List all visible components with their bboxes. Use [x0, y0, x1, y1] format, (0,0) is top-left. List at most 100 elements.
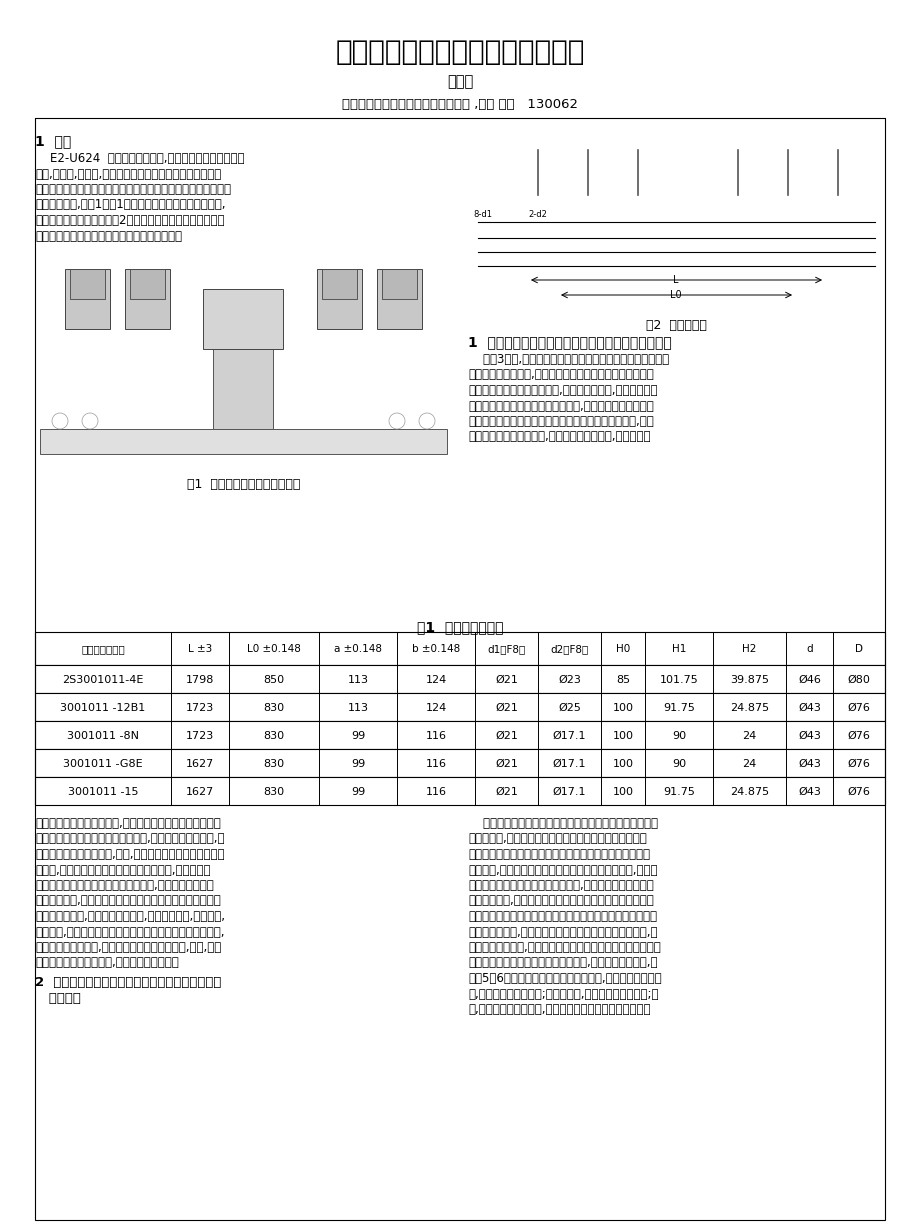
Text: 市场,上能力,上水平,上质量的关键设备。该设备用于加工五: 市场,上能力,上水平,上质量的关键设备。该设备用于加工五 — [35, 168, 221, 180]
Text: Ø23: Ø23 — [558, 676, 580, 685]
Text: 90: 90 — [671, 731, 686, 741]
Text: Ø43: Ø43 — [797, 731, 820, 741]
Bar — [35, 749, 884, 777]
Bar — [35, 721, 884, 749]
Bar — [381, 268, 416, 299]
Bar — [40, 429, 447, 454]
Text: H1: H1 — [671, 645, 686, 655]
Text: 座侧面之间加装调整垫的方法。首先,找正左右滑座导轨面,使: 座侧面之间加装调整垫的方法。首先,找正左右滑座导轨面,使 — [35, 832, 224, 846]
Text: H0: H0 — [615, 645, 630, 655]
Text: 构。分析结构图发现,对中装置齿条轴左右支架结合面与滑座: 构。分析结构图发现,对中装置齿条轴左右支架结合面与滑座 — [468, 369, 653, 381]
Text: 图1  前轴三面立式钻铰组合机床: 图1 前轴三面立式钻铰组合机床 — [187, 478, 300, 490]
Bar — [65, 268, 110, 329]
Text: 1627: 1627 — [186, 787, 214, 797]
Text: 镗削头主轴轴线对样件孔轴线的同轴度是该机床的重要精: 镗削头主轴轴线对样件孔轴线的同轴度是该机床的重要精 — [468, 817, 657, 830]
Text: b ±0.148: b ±0.148 — [412, 645, 460, 655]
Text: Ø21: Ø21 — [494, 676, 517, 685]
Text: 91.75: 91.75 — [663, 702, 694, 714]
Bar — [35, 249, 451, 463]
Text: 1723: 1723 — [186, 731, 214, 741]
Text: Ø76: Ø76 — [846, 731, 869, 741]
Text: Ø43: Ø43 — [797, 702, 820, 714]
Text: 图2  加工示意图: 图2 加工示意图 — [645, 319, 706, 332]
Text: 调整垫仅需一件即可,右支架到结合面的尺寸较小,因此,调整: 调整垫仅需一件即可,右支架到结合面的尺寸较小,因此,调整 — [35, 942, 221, 954]
Text: 90: 90 — [671, 759, 686, 769]
Bar — [35, 664, 884, 693]
Bar — [35, 693, 884, 721]
Text: d: d — [805, 645, 811, 655]
Text: Ø17.1: Ø17.1 — [552, 731, 585, 741]
Text: 100: 100 — [612, 702, 633, 714]
Text: 830: 830 — [263, 702, 284, 714]
Text: 24.875: 24.875 — [729, 787, 768, 797]
Text: 固,部件就有倾斜的趋向;如果紧固了,整个部件就无法移动;第: 固,部件就有倾斜的趋向;如果紧固了,整个部件就无法移动;第 — [468, 987, 658, 1000]
Text: 保证左右支架齿条安装在滑座侧面后,支架齿条轴孔之间的同: 保证左右支架齿条安装在滑座侧面后,支架齿条轴孔之间的同 — [468, 400, 653, 412]
Text: 法的改进: 法的改进 — [35, 992, 81, 1005]
Text: 使齿条和齿轮运转不灵活,降低零件的使用寿命,重则无法装: 使齿条和齿轮运转不灵活,降低零件的使用寿命,重则无法装 — [468, 430, 650, 444]
Text: 机床采用带内冷却的硬质合金可转位浅钻对前轴拳部主销孔: 机床采用带内冷却的硬质合金可转位浅钻对前轴拳部主销孔 — [468, 848, 650, 861]
Text: 的方法进行调整,这种方法在实际操作中却很难实现。第一,这: 的方法进行调整,这种方法在实际操作中却很难实现。第一,这 — [468, 926, 657, 938]
Bar — [70, 268, 105, 299]
Bar — [35, 118, 884, 1220]
Text: a ±0.148: a ±0.148 — [334, 645, 381, 655]
Text: 3001011 -12B1: 3001011 -12B1 — [61, 702, 145, 714]
Text: L0 ±0.148: L0 ±0.148 — [247, 645, 301, 655]
Text: 124: 124 — [425, 702, 446, 714]
Text: 124: 124 — [425, 676, 446, 685]
Bar — [203, 289, 283, 349]
Text: 1798: 1798 — [186, 676, 214, 685]
Text: 加工品种和加工示意图如图2。下面仅就在装配调试这台机床: 加工品种和加工示意图如图2。下面仅就在装配调试这台机床 — [35, 215, 224, 227]
Text: 100: 100 — [612, 759, 633, 769]
Bar — [130, 268, 165, 299]
Text: D: D — [854, 645, 862, 655]
Text: Ø76: Ø76 — [846, 787, 869, 797]
Text: d1（F8）: d1（F8） — [487, 645, 525, 655]
Text: 85: 85 — [615, 676, 630, 685]
Text: 的滑较以及滑较上面的镗削头、减速器,一个大功率的电机,重: 的滑较以及滑较上面的镗削头、减速器,一个大功率的电机,重 — [468, 956, 657, 970]
Text: 的调整垫在高度较低的支架与滑座之间,精测左右支架齿条: 的调整垫在高度较低的支架与滑座之间,精测左右支架齿条 — [35, 879, 213, 893]
Text: 3001011 -15: 3001011 -15 — [68, 787, 138, 797]
Text: 进行加工,而且由于为后面的精加工工序所留余量很小,为了保: 进行加工,而且由于为后面的精加工工序所留余量很小,为了保 — [468, 863, 657, 877]
Text: 99: 99 — [350, 759, 365, 769]
Text: 中与齿轮啮合后,用手转动灵活自如,没有别劲现象,紧固螺钉,: 中与齿轮啮合后,用手转动灵活自如,没有别劲现象,紧固螺钉, — [35, 910, 225, 923]
Bar — [317, 268, 361, 329]
Text: 打定位销,对中装置调整工作即告完成。根据现场的实际情况,: 打定位销,对中装置调整工作即告完成。根据现场的实际情况, — [35, 926, 224, 938]
Text: 如图3所示,对中装置为油缸、齿轮、齿条、齿轮、齿条的结: 如图3所示,对中装置为油缸、齿轮、齿条、齿轮、齿条的结 — [468, 353, 668, 367]
Text: 1627: 1627 — [186, 759, 214, 769]
Text: 91.75: 91.75 — [663, 787, 694, 797]
Text: 3001011 -G8E: 3001011 -G8E — [63, 759, 142, 769]
Text: Ø21: Ø21 — [494, 702, 517, 714]
Text: 量达5～6吨。由于斜立柱部件的重心偏前,固定用的螺栓不紧: 量达5～6吨。由于斜立柱部件的重心偏前,固定用的螺栓不紧 — [468, 972, 661, 984]
Text: 2-d2: 2-d2 — [528, 210, 546, 219]
Text: 轴度。左右支架之间支承孔不同轴将会产生齿条轴别劲,轻则: 轴度。左右支架之间支承孔不同轴将会产生齿条轴别劲,轻则 — [468, 414, 653, 428]
Text: 轴孔的等高度,用精磨垫片的方法保证等高。当齿条轴在支座: 轴孔的等高度,用精磨垫片的方法保证等高。当齿条轴在支座 — [35, 895, 221, 907]
Bar — [125, 268, 170, 329]
Text: 116: 116 — [425, 731, 446, 741]
Text: E2-U624  汽车前轴钻铰机床,是集团公司为了争取卡车: E2-U624 汽车前轴钻铰机床,是集团公司为了争取卡车 — [35, 152, 244, 166]
Text: 组部件的重量很大,水平滑台上放有斜立柱、平衡重、斜立柱上: 组部件的重量很大,水平滑台上放有斜立柱、平衡重、斜立柱上 — [468, 942, 660, 954]
Text: Ø43: Ø43 — [797, 759, 820, 769]
Text: L ±3: L ±3 — [187, 645, 212, 655]
Text: H2: H2 — [742, 645, 755, 655]
Bar — [322, 268, 357, 299]
Text: 侧面之间没有设计出调整环节,由于误差的积累,仅靠加工无法: 侧面之间没有设计出调整环节,由于误差的积累,仅靠加工无法 — [468, 384, 657, 397]
Text: 时所遇到的技术问题以及解决方案做一下叙述。: 时所遇到的技术问题以及解决方案做一下叙述。 — [35, 229, 182, 243]
Bar — [35, 631, 884, 664]
Text: 表1  被加工零件尺寸: 表1 被加工零件尺寸 — [416, 620, 503, 634]
Text: 大型组合机床总装精调方法的改进: 大型组合机床总装精调方法的改进 — [335, 38, 584, 66]
Text: 平柴、六平柴、九平柴三种载重卡车五个型号的前轴拳部主销孔: 平柴、六平柴、九平柴三种载重卡车五个型号的前轴拳部主销孔 — [35, 183, 231, 196]
Text: 被加工零件图号: 被加工零件图号 — [81, 645, 125, 655]
Text: 100: 100 — [612, 787, 633, 797]
Text: 8-d1: 8-d1 — [472, 210, 492, 219]
Text: 99: 99 — [350, 731, 365, 741]
Bar — [468, 135, 884, 305]
Text: Ø43: Ø43 — [797, 787, 820, 797]
Text: 24: 24 — [742, 731, 755, 741]
Text: 850: 850 — [263, 676, 284, 685]
Text: Ø76: Ø76 — [846, 702, 869, 714]
Bar — [35, 777, 884, 805]
Text: 予足够的重视,它是机床的必保精度。机床的原设计对于机床: 予足够的重视,它是机床的必保精度。机床的原设计对于机床 — [468, 895, 653, 907]
Text: 1  前言: 1 前言 — [35, 134, 71, 148]
Text: Ø21: Ø21 — [494, 731, 517, 741]
Text: 2S3001011-4E: 2S3001011-4E — [62, 676, 143, 685]
